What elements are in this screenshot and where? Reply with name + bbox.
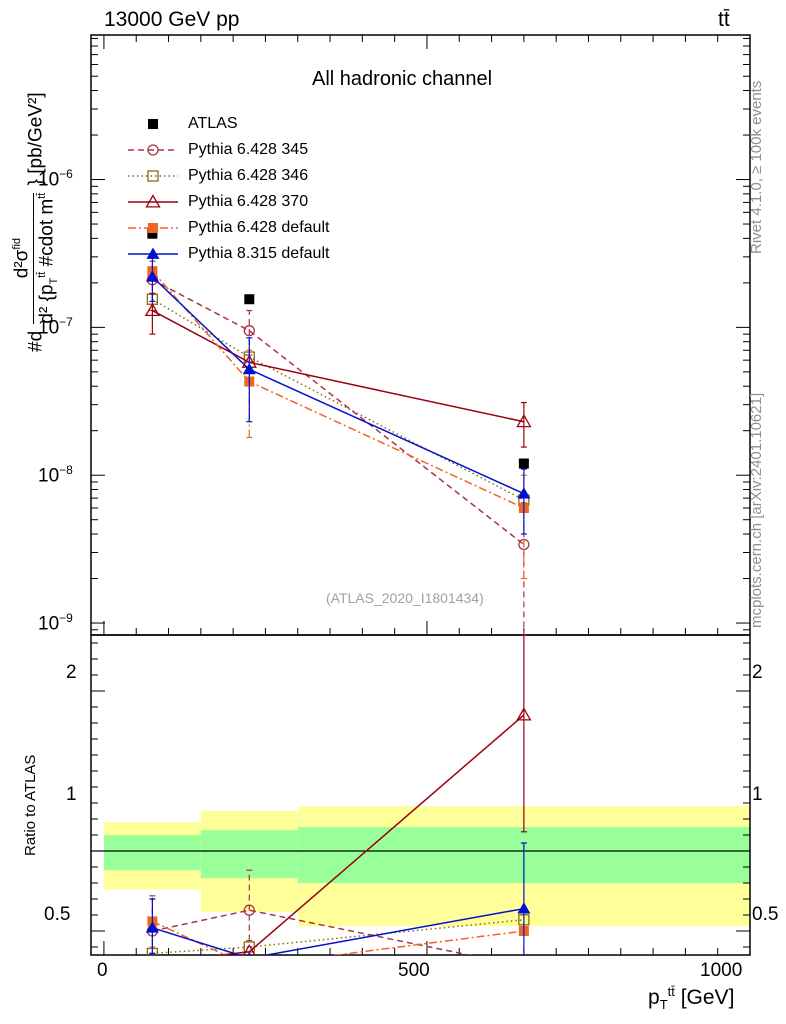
data-point [148,119,158,129]
ratio-y-tick-label: 2 [66,662,77,683]
data-point [146,247,160,259]
legend [128,119,178,259]
energy-label: 13000 GeV pp [104,8,240,31]
process-label: tt̄ [718,8,730,31]
series-line [152,907,525,955]
data-point [517,487,531,499]
x-axis-label: pTtt̄ [GeV] [648,984,735,1013]
main-y-axis-label: #d d²σfid d² {pTtt̄ #cdot mtt̄ } [pb/GeV… [11,92,61,352]
ratio-y-axis-label: Ratio to ATLAS [22,754,39,856]
ratio-uncertainty-bands [91,806,750,927]
analysis-label: (ATLAS_2020_I1801434) [326,590,484,606]
ratio-y-tick-label: 0.5 [752,904,779,925]
series [146,260,530,635]
legend-label: Pythia 6.428 370 [188,193,309,210]
x-tick-label: 500 [398,960,430,981]
data-point [244,294,255,305]
chart-title: All hadronic channel [312,68,493,90]
data-point [147,144,159,156]
plot-frames [90,34,751,956]
data-point [516,413,532,428]
data-point [517,902,531,914]
series-line [152,279,525,546]
series [145,842,531,955]
y-tick-label: 10−7 [38,315,73,339]
series [144,292,532,448]
rivet-version-label: Rivet 4.1.0, ≥ 100k events [748,80,765,254]
series [145,256,531,535]
data-point [519,961,529,971]
legend-label: Pythia 8.315 default [188,245,330,262]
series-line [152,309,525,423]
data-point [516,707,532,721]
data-point [242,362,256,375]
legend-label: Pythia 6.428 346 [188,167,309,184]
data-point [243,325,255,337]
data-point [247,951,252,955]
ratio-panel-series [145,635,532,971]
data-point [147,228,158,239]
data-point [145,921,159,933]
x-tick-label: 0 [97,960,108,981]
ratio-frame [90,634,751,956]
legend-label: ATLAS [188,115,238,132]
mcplots-source-label: mcplots.cern.ch [arXiv:2401.10621] [748,392,765,628]
axis-ticks [91,35,751,955]
ratio-y-tick-label: 1 [752,784,763,805]
ratio-y-tick-label: 0.5 [44,904,71,925]
data-point [243,904,255,916]
series-line [152,920,524,955]
series-line [151,270,525,509]
band-inner [103,835,201,871]
data-point [242,943,256,955]
ratio-y-tick-label: 1 [66,784,77,805]
data-point [144,302,160,317]
series-line [152,919,524,955]
main-panel-series [144,228,532,635]
data-point [518,458,529,469]
legend-label: Pythia 6.428 345 [188,141,309,158]
data-point [147,170,159,182]
data-point [145,194,161,208]
series [147,228,529,469]
ratio-y-tick-label: 2 [752,662,763,683]
series-line [152,909,473,955]
y-tick-label: 10−9 [38,611,73,635]
data-point [148,223,158,233]
data-point [244,961,254,971]
band-inner [200,830,298,879]
data-point [145,270,159,282]
x-tick-label: 1000 [700,960,743,981]
data-point [146,957,159,968]
y-tick-label: 10−8 [38,463,73,487]
legend-label: Pythia 6.428 default [188,219,330,236]
y-tick-label: 10−6 [38,167,73,191]
series [147,266,529,580]
